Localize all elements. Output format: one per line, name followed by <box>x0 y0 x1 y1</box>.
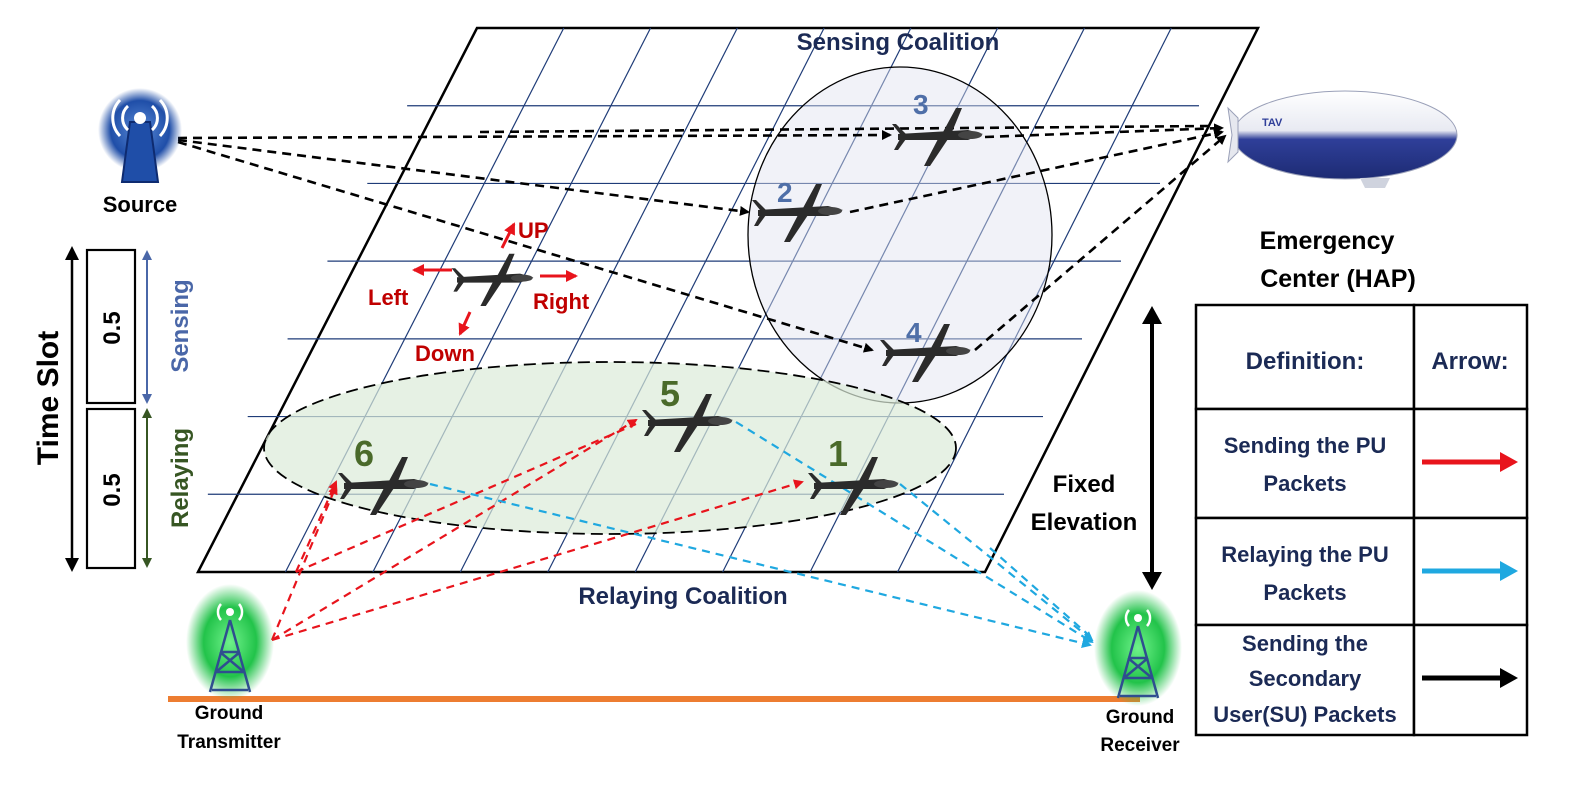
ground-receiver-tower-icon <box>1094 590 1182 706</box>
su-arrows <box>177 123 1227 353</box>
legend-header-definition: Definition: <box>1246 348 1365 375</box>
legend-row-3-line-1: Sending the <box>1242 631 1368 656</box>
relaying-coalition-ellipse <box>263 361 957 535</box>
emergency-center-label-1: Emergency <box>1260 227 1395 255</box>
up-label: UP <box>518 218 549 243</box>
legend-row-2-line-1: Relaying the PU <box>1221 542 1388 567</box>
sensing-slot-value: 0.5 <box>99 311 126 344</box>
hap-blimp-icon: TAV <box>1227 90 1458 188</box>
legend-row-3-line-2: Secondary <box>1249 666 1362 691</box>
down-label: Down <box>415 341 475 366</box>
blimp-logo-text: TAV <box>1262 117 1283 129</box>
ground-transmitter-label-1: Ground <box>195 703 264 724</box>
relaying-phase-label: Relaying <box>167 428 194 528</box>
uav-number-5: 5 <box>660 373 680 414</box>
pu-send-arrows <box>270 418 804 642</box>
sensing-coalition-label: Sensing Coalition <box>797 29 1000 56</box>
legend-table: Definition: Arrow: Sending the PU Packet… <box>1194 303 1529 737</box>
relaying-coalition-label: Relaying Coalition <box>578 583 787 610</box>
legend-row-3-line-3: User(SU) Packets <box>1213 702 1396 727</box>
uav-number-6: 6 <box>354 433 374 474</box>
uav-number-1: 1 <box>828 433 848 474</box>
movement-arrows <box>412 222 578 336</box>
relaying-slot-box <box>85 407 137 570</box>
source-label: Source <box>103 192 178 217</box>
legend-row-2-line-2: Packets <box>1263 580 1346 605</box>
time-slot-label: Time Slot <box>32 331 65 465</box>
legend-header-arrow: Arrow: <box>1431 348 1508 375</box>
source-antenna-icon <box>98 88 182 183</box>
relaying-slot-value: 0.5 <box>99 473 126 506</box>
ground-transmitter-tower-icon <box>186 584 274 700</box>
sensing-slot-box <box>85 248 137 405</box>
fixed-elevation-label-1: Fixed <box>1053 471 1116 498</box>
emergency-center-label-2: Center (HAP) <box>1260 265 1416 293</box>
fixed-elevation-label-2: Elevation <box>1031 509 1138 536</box>
left-label: Left <box>368 285 409 310</box>
ground-receiver-label-1: Ground <box>1106 707 1175 728</box>
uav-number-2: 2 <box>777 177 793 208</box>
legend-row-1-line-1: Sending the PU <box>1224 433 1387 458</box>
uav-number-3: 3 <box>913 89 929 120</box>
right-label: Right <box>533 289 590 314</box>
ground-receiver-label-2: Receiver <box>1100 735 1180 756</box>
legend-row-1-line-2: Packets <box>1263 471 1346 496</box>
ground-transmitter-label-2: Transmitter <box>177 732 281 753</box>
uav-number-4: 4 <box>906 317 922 348</box>
pu-relay-arrows <box>429 421 1094 648</box>
sensing-phase-label: Sensing <box>167 279 194 372</box>
